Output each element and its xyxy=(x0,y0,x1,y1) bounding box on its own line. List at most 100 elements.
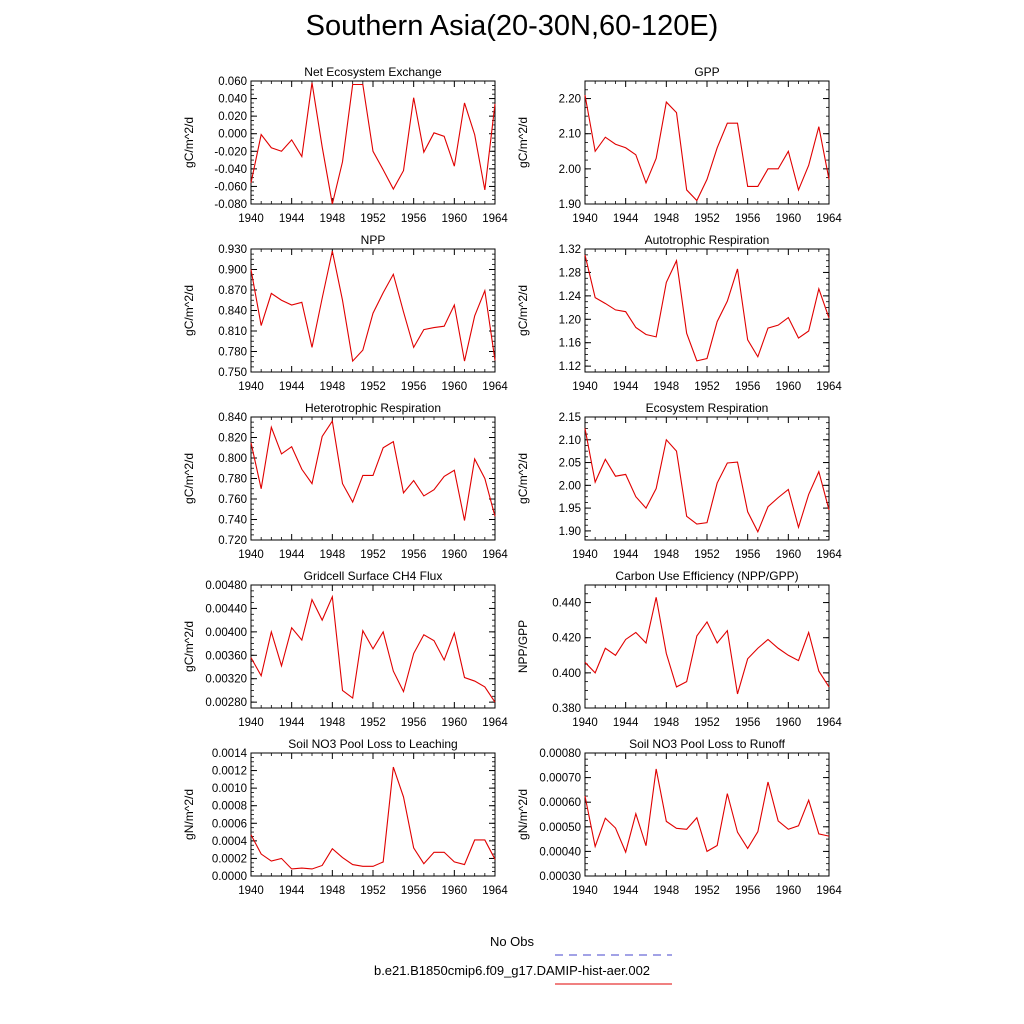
x-tick-label: 1940 xyxy=(572,213,598,225)
x-tick-label: 1940 xyxy=(572,549,598,561)
x-tick-label: 1960 xyxy=(442,213,468,225)
x-tick-label: 1964 xyxy=(482,213,508,225)
x-tick-label: 1940 xyxy=(572,381,598,393)
y-tick-label: 0.000 xyxy=(218,129,247,141)
x-tick-label: 1940 xyxy=(238,213,264,225)
y-tick-label: 2.05 xyxy=(559,458,581,470)
y-tick-label: 0.00080 xyxy=(539,748,581,760)
chart-panel-1: Net Ecosystem Exchange gC/m^2/d -0.080 -0.0… xyxy=(182,65,508,225)
x-tick-label: 1948 xyxy=(320,213,346,225)
chart-panel-2: GPP gC/m^2/d 1.90 2.00 2.10 2.20 1940 1944 1948 1… xyxy=(516,65,842,225)
chart-title: NPP xyxy=(361,233,386,247)
series-line-1 xyxy=(584,254,830,362)
x-tick-label: 1960 xyxy=(442,381,468,393)
y-tick-label: 1.28 xyxy=(559,267,581,279)
y-tick-label: 0.720 xyxy=(218,535,247,547)
series-line-1 xyxy=(250,419,496,521)
x-tick-label: 1964 xyxy=(816,717,842,729)
x-tick-label: 1952 xyxy=(694,549,720,561)
series-line-1 xyxy=(250,766,496,870)
x-tick-label: 1964 xyxy=(816,381,842,393)
y-tick-label: 0.400 xyxy=(552,668,581,680)
x-tick-label: 1952 xyxy=(694,381,720,393)
x-tick-label: 1956 xyxy=(735,381,761,393)
x-tick-label: 1940 xyxy=(572,885,598,897)
y-tick-label: 1.24 xyxy=(559,291,582,303)
legend-obs-label: No Obs xyxy=(489,934,535,949)
x-tick-label: 1960 xyxy=(776,885,802,897)
x-tick-label: 1952 xyxy=(360,549,386,561)
y-tick-label: 0.760 xyxy=(218,494,247,506)
x-tick-label: 1960 xyxy=(776,381,802,393)
x-tick-label: 1956 xyxy=(735,549,761,561)
chart-panel-5: Heterotrophic Respiration gC/m^2/d 0.720 0.… xyxy=(182,401,508,561)
y-tick-label: 0.0010 xyxy=(212,783,247,795)
y-tick-label: 2.10 xyxy=(559,129,581,141)
series-line-1 xyxy=(584,428,830,534)
y-tick-label: 0.820 xyxy=(218,433,247,445)
x-tick-label: 1944 xyxy=(279,885,305,897)
x-tick-label: 1956 xyxy=(401,381,427,393)
y-tick-label: 1.90 xyxy=(559,526,581,538)
x-tick-label: 1964 xyxy=(482,885,508,897)
y-tick-label: 0.420 xyxy=(552,633,581,645)
y-axis-label: NPP/GPP xyxy=(516,620,530,673)
y-tick-label: 0.0014 xyxy=(212,748,248,760)
x-tick-label: 1944 xyxy=(279,213,305,225)
y-tick-label: 0.740 xyxy=(218,515,247,527)
legend-lines xyxy=(555,954,672,985)
x-tick-label: 1940 xyxy=(238,885,264,897)
y-tick-label: 0.00320 xyxy=(205,674,247,686)
chart-panel-10: Soil NO3 Pool Loss to Runoff gN/m^2/d 0.00… xyxy=(516,737,842,897)
x-tick-label: 1948 xyxy=(320,381,346,393)
y-tick-label: 0.810 xyxy=(218,326,247,338)
y-tick-label: 0.0006 xyxy=(212,818,247,830)
y-axis-label: gC/m^2/d xyxy=(182,117,196,168)
y-tick-label: 0.00440 xyxy=(205,603,247,615)
x-tick-label: 1964 xyxy=(482,381,508,393)
x-tick-label: 1960 xyxy=(776,213,802,225)
y-tick-label: 1.95 xyxy=(559,503,581,515)
chart-title: Autotrophic Respiration xyxy=(645,233,770,247)
x-tick-label: 1952 xyxy=(360,885,386,897)
chart-title: Soil NO3 Pool Loss to Leaching xyxy=(288,737,457,751)
y-tick-label: 1.12 xyxy=(559,361,581,373)
chart-title: Soil NO3 Pool Loss to Runoff xyxy=(629,737,786,751)
y-tick-label: 0.00070 xyxy=(539,773,581,785)
y-tick-label: 0.00480 xyxy=(205,580,247,592)
x-tick-label: 1952 xyxy=(694,885,720,897)
x-tick-label: 1944 xyxy=(279,381,305,393)
chart-panel-7: Gridcell Surface CH4 Flux gC/m^2/d 0.00280… xyxy=(182,569,508,729)
y-tick-label: 1.20 xyxy=(559,314,581,326)
y-tick-label: 0.00030 xyxy=(539,871,581,883)
legend-model-label: b.e21.B1850cmip6.f09_g17.DAMIP-hist-aer.… xyxy=(373,963,651,978)
plot-frame xyxy=(250,248,496,373)
plot-frame xyxy=(250,416,496,541)
y-axis-label: gN/m^2/d xyxy=(182,789,196,840)
x-tick-label: 1964 xyxy=(816,213,842,225)
y-axis-label: gC/m^2/d xyxy=(516,453,530,504)
y-tick-label: 1.16 xyxy=(559,338,581,350)
y-tick-label: 0.0000 xyxy=(212,871,247,883)
x-tick-label: 1948 xyxy=(654,885,680,897)
x-tick-label: 1952 xyxy=(360,717,386,729)
x-tick-label: 1948 xyxy=(654,549,680,561)
x-tick-label: 1956 xyxy=(735,717,761,729)
y-tick-label: 0.0004 xyxy=(212,836,248,848)
y-tick-label: 0.00050 xyxy=(539,822,581,834)
y-tick-label: 0.780 xyxy=(218,474,247,486)
x-tick-label: 1952 xyxy=(360,381,386,393)
y-tick-label: 2.00 xyxy=(559,164,581,176)
y-tick-label: -0.080 xyxy=(214,199,247,211)
chart-title: GPP xyxy=(694,65,719,79)
chart-panel-4: Autotrophic Respiration gC/m^2/d 1.12 1.16 1… xyxy=(516,233,842,393)
chart-title: Heterotrophic Respiration xyxy=(305,401,441,415)
series-line-1 xyxy=(250,250,496,363)
x-tick-label: 1944 xyxy=(279,717,305,729)
plot-frame xyxy=(584,80,830,205)
x-tick-label: 1952 xyxy=(694,213,720,225)
x-tick-label: 1960 xyxy=(776,717,802,729)
plot-frame xyxy=(250,584,496,709)
x-tick-label: 1964 xyxy=(482,717,508,729)
